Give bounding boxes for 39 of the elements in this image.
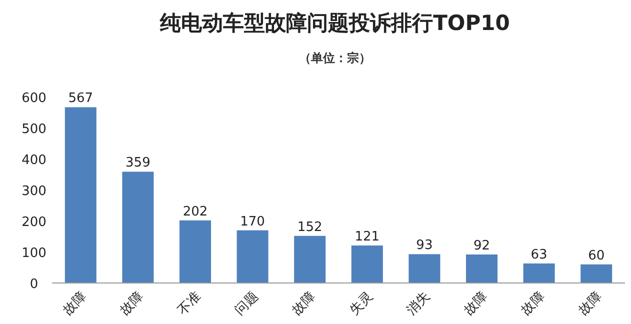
x-tick-label: 故障 (118, 289, 147, 318)
y-tick-label: 100 (22, 246, 46, 261)
bar (580, 264, 612, 283)
chart-subtitle: （单位：宗） (299, 51, 371, 65)
data-label: 60 (588, 248, 605, 264)
x-tick-label: 故障 (576, 289, 606, 318)
x-tick-label: 故障 (462, 289, 491, 318)
x-tick-label: 故障 (290, 289, 319, 318)
y-tick-label: 400 (22, 153, 46, 168)
bar (294, 236, 326, 283)
y-tick-label: 600 (22, 91, 46, 106)
data-label: 121 (354, 229, 380, 244)
x-tick-label: 不准 (175, 289, 204, 318)
x-tick-label: 失灵 (346, 289, 376, 318)
y-tick-label: 0 (30, 277, 38, 292)
chart-title: 纯电动车型故障问题投诉排行TOP10 (159, 11, 510, 35)
y-tick-label: 200 (22, 215, 46, 230)
data-label: 170 (240, 214, 265, 230)
data-label: 359 (126, 156, 150, 171)
data-label: 93 (416, 238, 433, 254)
x-tick-label: 消失 (404, 289, 434, 318)
y-tick-label: 500 (22, 122, 46, 137)
bar (179, 220, 212, 283)
y-tick-label: 300 (22, 184, 46, 199)
data-label: 152 (297, 220, 322, 235)
bar (351, 245, 383, 283)
bar (122, 172, 154, 283)
bar (466, 254, 498, 283)
x-tick-label: 故障 (60, 289, 90, 318)
data-label: 63 (530, 247, 548, 262)
data-label: 202 (182, 204, 208, 220)
bar (408, 254, 440, 283)
bar (236, 230, 268, 283)
data-label: 567 (68, 91, 94, 106)
bar (523, 263, 555, 283)
data-label: 92 (473, 238, 490, 254)
bar (64, 107, 96, 283)
x-tick-label: 问题 (232, 289, 262, 318)
x-tick-label: 故障 (518, 289, 548, 318)
